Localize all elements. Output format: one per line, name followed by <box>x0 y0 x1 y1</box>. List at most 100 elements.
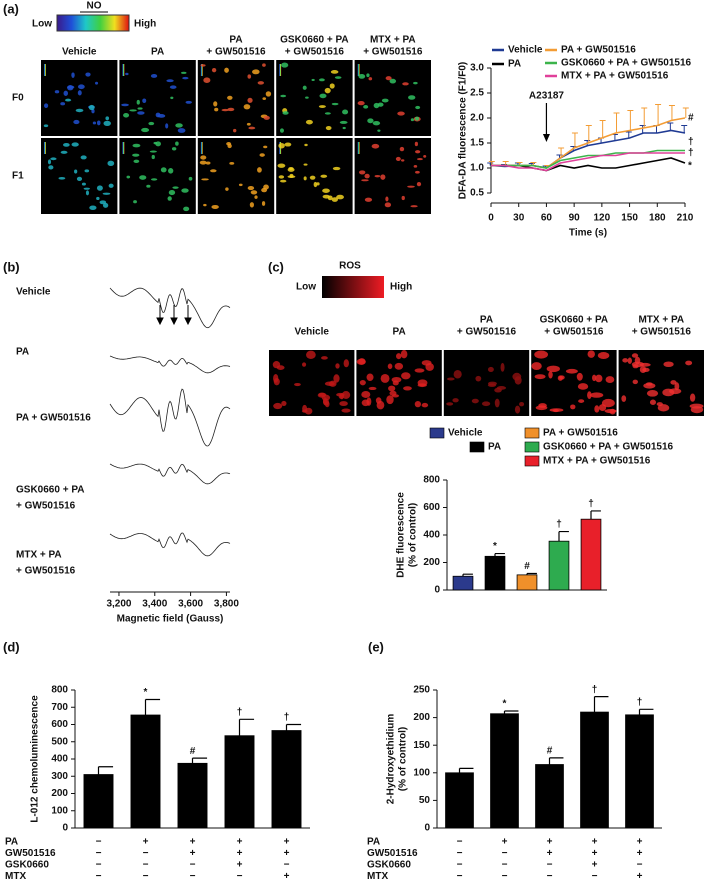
cell <box>324 401 330 408</box>
cell <box>227 95 233 100</box>
cell <box>170 96 174 100</box>
x-tick-label: 120 <box>594 213 611 224</box>
treatment-sign: + <box>237 860 243 871</box>
cell <box>261 201 266 206</box>
cell <box>305 96 309 99</box>
error-bar <box>590 510 601 520</box>
bar <box>452 575 474 591</box>
y-tick-label: 150 <box>413 740 430 751</box>
x-tick-label: 3,800 <box>214 599 239 610</box>
treatment-sign: − <box>143 871 149 881</box>
cell <box>384 202 392 208</box>
cell <box>63 142 70 147</box>
treatment-sign: + <box>637 837 643 848</box>
cell <box>500 362 505 372</box>
bar <box>625 714 654 829</box>
cell <box>96 196 100 201</box>
treatment-sign: − <box>592 871 598 881</box>
cell <box>75 108 84 113</box>
x-tick-label: 0 <box>488 213 494 224</box>
cell <box>149 150 157 153</box>
cell <box>417 383 427 388</box>
mini-scale <box>44 64 46 76</box>
cell <box>125 72 129 76</box>
cell <box>278 175 285 179</box>
cell <box>415 116 420 121</box>
cell <box>171 147 177 151</box>
cell <box>181 188 189 193</box>
cell <box>570 404 576 410</box>
cell <box>259 153 265 157</box>
cell <box>168 189 176 196</box>
treatment-label: GW501516 <box>367 848 418 859</box>
cell <box>590 392 604 398</box>
cell <box>487 366 494 373</box>
error-bar <box>641 107 648 128</box>
cell <box>257 81 265 85</box>
cell <box>301 362 307 367</box>
cell <box>83 187 90 190</box>
legend-label: GSK0660 + PA + GW501516 <box>561 58 692 69</box>
cell <box>557 375 563 381</box>
significance-mark: † <box>637 697 643 708</box>
cell <box>380 174 386 180</box>
x-tick-label: 150 <box>621 213 638 224</box>
cell <box>371 143 380 149</box>
cell <box>142 98 147 104</box>
cell <box>408 95 416 100</box>
treatment-sign: − <box>96 860 102 871</box>
treatment-sign: − <box>96 848 102 859</box>
cell <box>391 394 399 398</box>
cell <box>73 119 80 125</box>
cell <box>263 184 269 190</box>
y-tick-label: 1.0 <box>470 163 484 174</box>
cell <box>415 150 421 154</box>
cell <box>309 175 316 180</box>
cell <box>257 167 262 173</box>
cell <box>414 368 425 373</box>
cell <box>364 197 373 202</box>
treatment-label: PA <box>367 837 380 848</box>
cell <box>313 181 318 188</box>
bar <box>580 711 609 829</box>
cell <box>592 374 597 382</box>
column-header: MTX + PA <box>370 35 416 46</box>
cell <box>598 404 607 412</box>
cell <box>402 82 409 86</box>
cell <box>421 402 429 408</box>
cell <box>531 362 542 371</box>
panel-label: (d) <box>3 639 20 654</box>
y-tick-label: 200 <box>413 712 430 723</box>
cell <box>377 129 381 132</box>
cell <box>132 143 141 148</box>
cell <box>103 120 111 126</box>
cell <box>92 121 97 125</box>
bar <box>224 735 255 829</box>
series-line <box>491 149 685 169</box>
micrograph <box>276 138 353 214</box>
mini-scale <box>122 142 125 154</box>
cell <box>303 176 307 181</box>
cell <box>400 349 408 359</box>
error-bar <box>638 708 654 715</box>
cell <box>203 203 207 207</box>
cell <box>416 182 422 187</box>
cell <box>403 386 412 391</box>
significance-mark: # <box>547 746 553 757</box>
sample-label: GSK0660 + PA <box>16 485 84 496</box>
bar <box>548 540 570 591</box>
cell <box>410 118 415 122</box>
cell <box>246 122 251 126</box>
cell <box>167 196 172 201</box>
cell <box>250 190 258 195</box>
treatment-sign: − <box>547 860 553 871</box>
treatment-sign: − <box>547 871 553 881</box>
treatment-sign: − <box>143 860 149 871</box>
significance-mark: * <box>493 541 497 552</box>
cell <box>453 369 462 379</box>
treatment-label: GSK0660 <box>5 860 49 871</box>
cell <box>318 105 326 108</box>
mini-scale <box>279 64 282 76</box>
cell <box>278 142 285 149</box>
cell <box>387 363 393 370</box>
